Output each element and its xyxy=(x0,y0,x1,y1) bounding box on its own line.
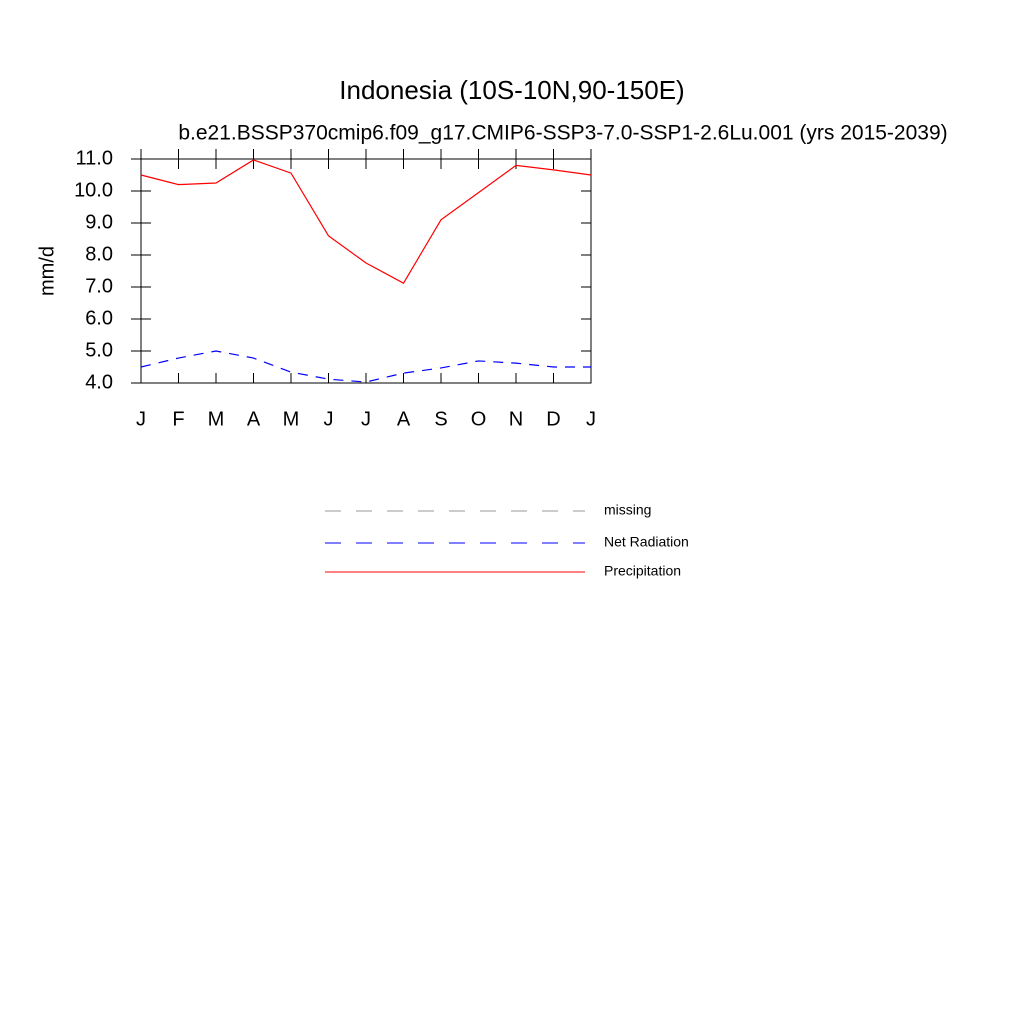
x-tick-label: J xyxy=(361,408,371,430)
x-tick-label: J xyxy=(324,408,334,430)
data-line xyxy=(140,159,592,284)
y-tick-label: 4.0 xyxy=(85,371,113,393)
x-tick-label: M xyxy=(208,408,225,430)
x-tick-label: N xyxy=(509,408,523,430)
x-tick-label: J xyxy=(136,408,146,430)
y-tick-label: 9.0 xyxy=(85,211,113,233)
y-tick-label: 7.0 xyxy=(85,275,113,297)
legend-label: Net Radiation xyxy=(604,534,689,550)
x-tick-label: D xyxy=(546,408,560,430)
x-tick-label: O xyxy=(471,408,487,430)
y-axis-label: mm/d xyxy=(36,246,58,296)
x-tick-label: J xyxy=(586,408,596,430)
chart-subtitle: b.e21.BSSP370cmip6.f09_g17.CMIP6-SSP3-7.… xyxy=(178,122,947,145)
y-tick-label: 6.0 xyxy=(85,307,113,329)
data-line xyxy=(140,350,591,383)
x-tick-label: M xyxy=(283,408,300,430)
x-tick-label: A xyxy=(247,408,261,430)
x-tick-label: A xyxy=(397,408,411,430)
y-tick-label: 10.0 xyxy=(74,179,113,201)
legend-label: missing xyxy=(604,502,651,518)
y-tick-label: 8.0 xyxy=(85,243,113,265)
chart-title: Indonesia (10S-10N,90-150E) xyxy=(339,75,684,105)
x-tick-label: S xyxy=(434,408,447,430)
y-tick-label: 11.0 xyxy=(76,147,113,169)
legend-label: Precipitation xyxy=(604,563,681,579)
plot-frame xyxy=(140,158,592,384)
y-tick-label: 5.0 xyxy=(85,339,113,361)
x-tick-label: F xyxy=(172,408,184,430)
